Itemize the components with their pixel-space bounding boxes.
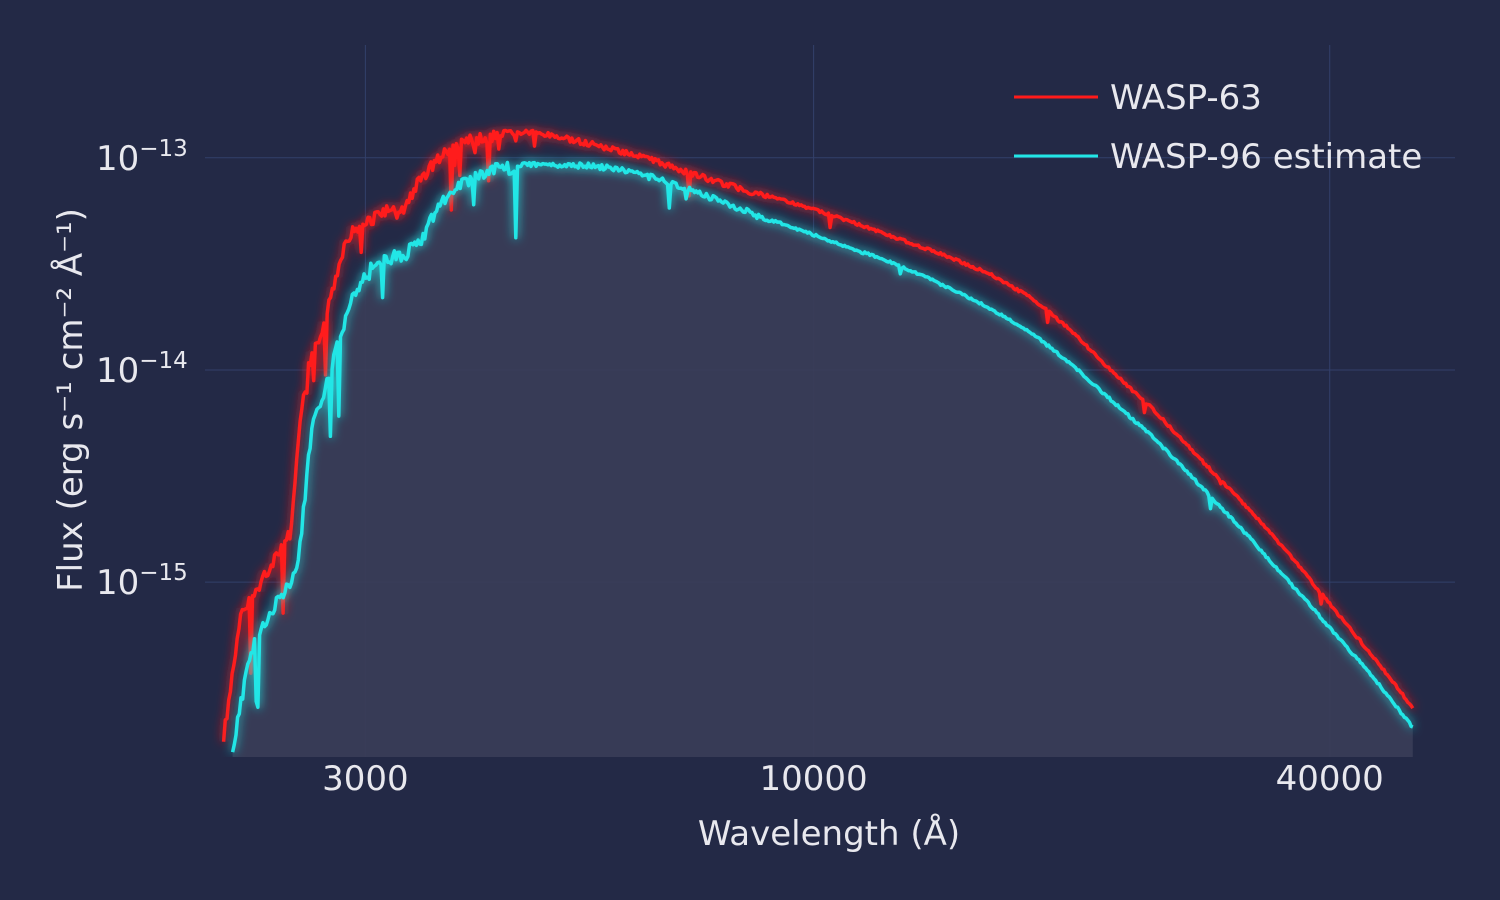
y-tick-base: 10	[96, 563, 139, 603]
y-tick-base: 10	[96, 351, 139, 391]
y-tick-exponent: −14	[139, 348, 188, 374]
y-tick-exponent: −15	[139, 560, 188, 586]
x-tick-label: 40000	[1276, 759, 1384, 799]
legend-label: WASP-96 estimate	[1110, 137, 1422, 177]
x-tick-label: 10000	[760, 759, 868, 799]
series-line-wasp-96-estimate	[230, 160, 1414, 753]
series-layer	[221, 128, 1415, 753]
y-tick-base: 10	[96, 139, 139, 179]
y-tick-exponent: −13	[139, 136, 188, 162]
x-axis-ticks: 3000 10000 40000	[322, 759, 1384, 799]
area-fill-layer	[232, 162, 1413, 757]
series-line-wasp-63	[221, 128, 1415, 742]
y-axis-title: Flux (erg s⁻¹ cm⁻² Å⁻¹)	[50, 208, 91, 592]
y-tick-label: 10−15	[96, 560, 188, 603]
x-axis-title: Wavelength (Å)	[698, 813, 960, 854]
y-tick-label: 10−13	[96, 136, 188, 179]
y-tick-label: 10−14	[96, 348, 188, 391]
x-tick-label: 3000	[322, 759, 409, 799]
legend: WASP-63 WASP-96 estimate	[1014, 78, 1422, 177]
legend-label: WASP-63	[1110, 78, 1262, 118]
area-under-curve	[232, 162, 1413, 757]
